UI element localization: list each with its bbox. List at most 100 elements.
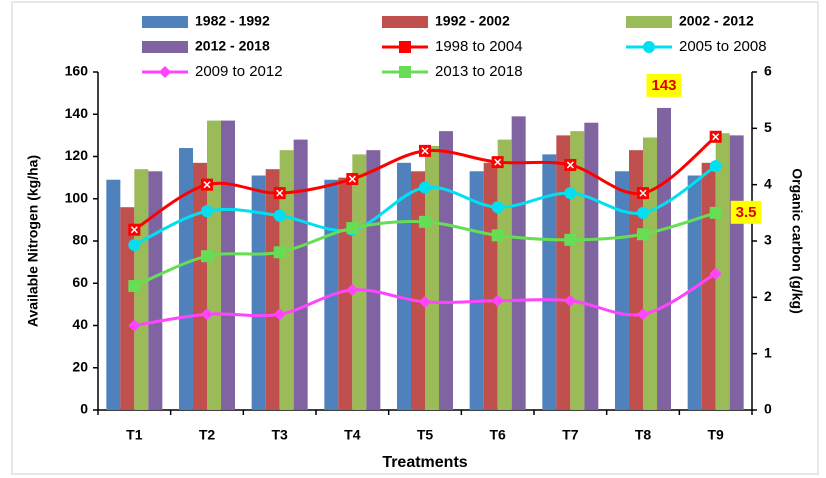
y2-tick-label: 2	[764, 288, 772, 304]
y-tick-label: 40	[72, 316, 88, 332]
bar	[106, 179, 121, 410]
marker	[564, 233, 577, 246]
marker	[128, 319, 141, 332]
bar	[497, 139, 512, 410]
legend-swatch	[626, 16, 672, 28]
bar	[338, 177, 353, 410]
bar	[556, 135, 571, 410]
x-tick-label: T3	[271, 427, 288, 443]
bar	[251, 175, 266, 410]
y2-tick-label: 1	[764, 344, 772, 360]
marker-cross	[348, 175, 356, 183]
marker	[346, 222, 359, 235]
x-tick-label: T1	[126, 427, 143, 443]
marker	[491, 229, 504, 242]
legend-marker	[643, 41, 655, 53]
legend-label: 1992 - 2002	[435, 13, 510, 29]
x-tick-label: T6	[489, 427, 506, 443]
bar	[469, 171, 484, 410]
legend-label: 1998 to 2004	[435, 38, 523, 55]
bar	[120, 207, 135, 410]
bar	[584, 122, 599, 410]
x-tick-label: T9	[707, 427, 724, 443]
legend-swatch	[142, 16, 188, 28]
y-tick-label: 60	[72, 274, 88, 290]
x-tick-label: T2	[199, 427, 216, 443]
data-label-box	[646, 73, 682, 97]
bar	[570, 131, 585, 410]
y-tick-label: 0	[80, 401, 88, 417]
legend-marker	[159, 66, 171, 78]
y2-tick-label: 0	[764, 401, 772, 417]
bar	[352, 154, 367, 410]
bar	[542, 154, 557, 410]
bar	[511, 116, 526, 411]
y-tick-label: 80	[72, 232, 88, 248]
y-axis-title: Available Nitrogen (kg/ha)	[25, 155, 41, 327]
bar	[715, 133, 730, 410]
marker-cross	[494, 158, 502, 166]
y2-tick-label: 5	[764, 119, 772, 135]
marker	[346, 284, 359, 297]
marker	[709, 267, 722, 280]
bar	[293, 139, 308, 410]
bar	[657, 107, 671, 410]
marker	[491, 294, 504, 307]
bar	[701, 162, 716, 410]
marker	[709, 206, 722, 219]
x-tick-label: T8	[635, 427, 652, 443]
marker	[419, 181, 431, 194]
legend-label: 2009 to 2012	[195, 63, 283, 80]
marker-cross	[421, 147, 429, 155]
marker-cross	[566, 161, 574, 169]
y-tick-label: 100	[65, 189, 89, 205]
marker	[709, 160, 722, 173]
bar	[265, 169, 280, 410]
y2-tick-label: 3	[764, 232, 772, 248]
marker	[419, 215, 431, 228]
marker	[273, 209, 286, 222]
marker	[201, 205, 213, 218]
legend-swatch	[382, 16, 428, 28]
legend-label: 2005 to 2008	[679, 38, 767, 55]
bar	[439, 131, 453, 410]
bar	[425, 145, 439, 410]
bar	[179, 148, 193, 411]
marker	[201, 250, 213, 263]
data-label: 143	[651, 77, 676, 94]
legend-label: 2013 to 2018	[435, 63, 523, 80]
x-axis-title: Treatments	[382, 454, 467, 471]
y2-axis-title: Organic carbon (g/kg)	[789, 168, 805, 313]
legend-marker	[399, 66, 411, 78]
y-tick-label: 120	[65, 147, 89, 163]
marker-cross	[639, 189, 647, 197]
data-label-box	[730, 200, 762, 224]
y2-tick-label: 6	[764, 63, 772, 79]
y2-tick-label: 4	[764, 175, 772, 191]
marker	[637, 206, 649, 219]
bar	[687, 175, 702, 410]
marker	[637, 308, 649, 321]
marker-cross	[130, 226, 138, 234]
data-label: 3.5	[736, 204, 757, 221]
marker-cross	[276, 189, 284, 197]
legend-marker	[399, 41, 411, 53]
bar	[366, 150, 381, 410]
marker	[128, 280, 141, 293]
bar	[221, 120, 235, 411]
bar	[643, 137, 657, 411]
marker	[637, 228, 649, 241]
y-tick-label: 20	[72, 358, 88, 374]
marker	[564, 187, 577, 200]
marker	[491, 201, 504, 214]
marker	[201, 308, 213, 321]
marker-cross	[203, 181, 211, 189]
y-tick-label: 140	[65, 105, 89, 121]
bar	[483, 162, 498, 410]
bar	[193, 162, 207, 410]
legend-label: 2002 - 2012	[679, 13, 754, 29]
marker	[273, 246, 286, 259]
marker	[273, 308, 286, 321]
legend-label: 1982 - 1992	[195, 13, 270, 29]
